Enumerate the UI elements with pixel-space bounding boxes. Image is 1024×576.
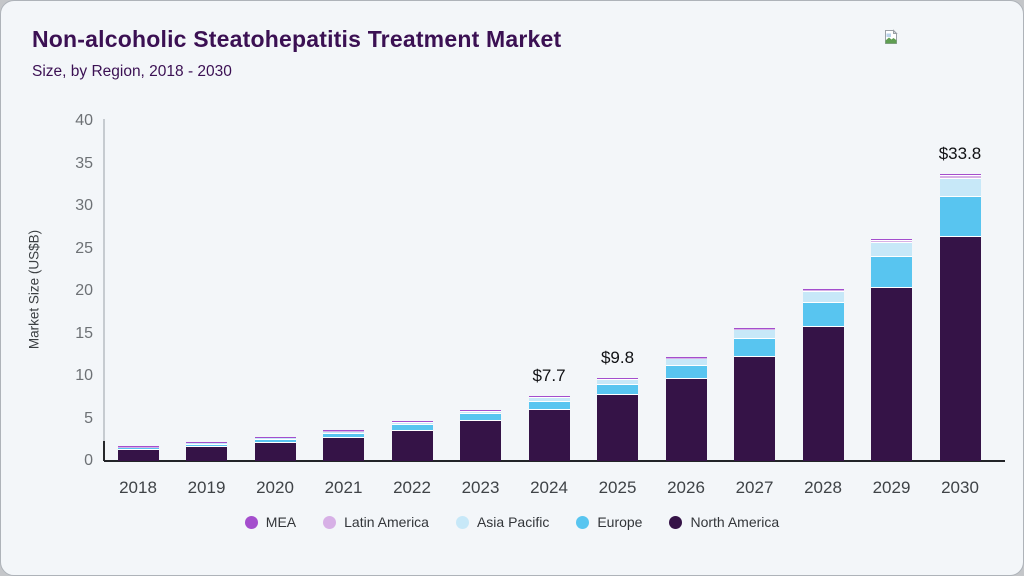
bar-segment-asia-pacific-2018[interactable] bbox=[117, 446, 159, 448]
bar-segment-europe-2030[interactable] bbox=[939, 195, 981, 236]
bar-segment-north-america-2018[interactable] bbox=[117, 449, 159, 461]
y-tick-label: 10 bbox=[75, 367, 93, 384]
x-tick-label-2029: 2029 bbox=[872, 478, 911, 497]
bar-segment-latin-america-2029[interactable] bbox=[871, 240, 912, 243]
y-axis-zero-tick bbox=[103, 441, 105, 461]
bar-segment-asia-pacific-2026[interactable] bbox=[665, 358, 707, 365]
bar-segment-europe-2019[interactable] bbox=[186, 443, 227, 447]
bar-segment-asia-pacific-2020[interactable] bbox=[254, 437, 296, 439]
data-label-2025: $9.8 bbox=[600, 347, 635, 367]
x-tick-label-2023: 2023 bbox=[461, 478, 500, 497]
bar-segment-europe-2020[interactable] bbox=[254, 438, 296, 443]
bar-segment-europe-2025[interactable] bbox=[597, 384, 638, 395]
y-tick-label: 5 bbox=[84, 409, 93, 427]
y-tick-label: 20 bbox=[75, 282, 93, 299]
page-subtitle: Size, by Region, 2018 - 2030 bbox=[32, 63, 232, 80]
x-tick-label-2025: 2025 bbox=[598, 478, 637, 497]
bar-segment-asia-pacific-2022[interactable] bbox=[391, 421, 433, 425]
x-tick-label-2030: 2030 bbox=[941, 478, 979, 497]
legend-item-europe[interactable]: Europe bbox=[576, 514, 642, 530]
bar-segment-north-america-2022[interactable] bbox=[391, 429, 433, 461]
bar-segment-north-america-2029[interactable] bbox=[871, 286, 912, 461]
y-tick-label: 15 bbox=[75, 324, 93, 342]
bar-segment-europe-2026[interactable] bbox=[665, 364, 707, 378]
bar-segment-europe-2022[interactable] bbox=[391, 424, 433, 430]
x-tick-label-2020: 2020 bbox=[256, 478, 294, 497]
bar-segment-north-america-2030[interactable] bbox=[939, 235, 981, 461]
legend-label: North America bbox=[690, 514, 780, 530]
y-axis-line bbox=[103, 119, 105, 461]
bar-segment-asia-pacific-2028[interactable] bbox=[802, 291, 844, 303]
bar-segment-latin-america-2030[interactable] bbox=[939, 174, 981, 178]
legend-label: Latin America bbox=[344, 514, 429, 530]
legend-dot-icon bbox=[576, 515, 590, 529]
y-tick-label: 35 bbox=[75, 154, 93, 172]
bar-segment-asia-pacific-2019[interactable] bbox=[186, 442, 227, 444]
legend-label: Europe bbox=[597, 514, 643, 530]
legend-dot-icon bbox=[244, 515, 258, 529]
bar-segment-europe-2024[interactable] bbox=[528, 400, 570, 410]
legend: MEA Latin America Asia Pacific Europe North … bbox=[1, 514, 1023, 530]
bar-segment-asia-pacific-2023[interactable] bbox=[460, 410, 501, 414]
data-label-2024: $7.7 bbox=[532, 365, 566, 385]
x-tick-label-2027: 2027 bbox=[735, 478, 774, 497]
bar-segment-latin-america-2025[interactable] bbox=[597, 378, 638, 379]
legend-item-north-america[interactable]: North America bbox=[669, 514, 779, 530]
legend-item-asia-pacific[interactable]: Asia Pacific bbox=[455, 514, 550, 530]
legend-dot-icon bbox=[323, 515, 337, 529]
legend-item-latin-america[interactable]: Latin America bbox=[323, 514, 429, 530]
bar-segment-europe-2023[interactable] bbox=[460, 413, 501, 421]
bar-segment-north-america-2024[interactable] bbox=[528, 409, 570, 461]
bar-segment-europe-2027[interactable] bbox=[734, 337, 775, 356]
x-axis-line bbox=[104, 460, 1005, 462]
bar-segment-europe-2021[interactable] bbox=[323, 432, 364, 437]
x-tick-label-2021: 2021 bbox=[324, 478, 363, 497]
y-tick-label: 0 bbox=[84, 452, 93, 469]
y-tick-label: 30 bbox=[75, 197, 93, 214]
legend-label: Asia Pacific bbox=[476, 514, 550, 530]
bar-segment-north-america-2027[interactable] bbox=[734, 355, 775, 461]
bar-segment-north-america-2021[interactable] bbox=[323, 436, 364, 461]
bar-segment-europe-2018[interactable] bbox=[117, 447, 159, 450]
bar-segment-latin-america-2023[interactable] bbox=[460, 410, 501, 411]
bar-segment-latin-america-2022[interactable] bbox=[391, 421, 433, 422]
data-label-2030: $33.8 bbox=[938, 143, 982, 163]
bar-segment-asia-pacific-2024[interactable] bbox=[528, 396, 570, 401]
legend-dot-icon bbox=[455, 515, 469, 529]
bar-segment-north-america-2026[interactable] bbox=[665, 377, 707, 461]
bar-segment-north-america-2023[interactable] bbox=[460, 420, 501, 461]
bar-segment-asia-pacific-2029[interactable] bbox=[871, 242, 912, 257]
y-tick-label: 40 bbox=[75, 112, 93, 129]
x-tick-label-2028: 2028 bbox=[804, 478, 842, 497]
bar-segment-asia-pacific-2025[interactable] bbox=[597, 378, 638, 385]
bar-segment-mea-2030[interactable] bbox=[939, 173, 981, 175]
bar-segment-asia-pacific-2027[interactable] bbox=[734, 329, 775, 338]
bar-segment-latin-america-2026[interactable] bbox=[665, 357, 707, 359]
legend-dot-icon bbox=[669, 515, 683, 529]
bar-segment-asia-pacific-2030[interactable] bbox=[939, 177, 981, 196]
bar-segment-north-america-2020[interactable] bbox=[254, 442, 296, 461]
x-tick-label-2026: 2026 bbox=[667, 478, 705, 497]
legend-item-mea[interactable]: MEA bbox=[244, 514, 297, 530]
legend-label: MEA bbox=[265, 514, 297, 530]
bar-segment-north-america-2028[interactable] bbox=[802, 325, 844, 461]
broken-image-icon bbox=[883, 29, 899, 45]
bar-segment-north-america-2025[interactable] bbox=[597, 394, 638, 461]
x-tick-label-2019: 2019 bbox=[187, 478, 226, 497]
bar-segment-north-america-2019[interactable] bbox=[186, 446, 227, 461]
bar-segment-asia-pacific-2021[interactable] bbox=[323, 430, 364, 433]
y-tick-label: 25 bbox=[75, 239, 93, 257]
bar-segment-mea-2029[interactable] bbox=[871, 239, 912, 240]
bar-segment-latin-america-2028[interactable] bbox=[802, 289, 844, 291]
x-tick-label-2018: 2018 bbox=[119, 478, 157, 497]
x-tick-label-2024: 2024 bbox=[530, 478, 568, 497]
page-title: Non-alcoholic Steatohepatitis Treatment … bbox=[32, 26, 562, 52]
x-tick-label-2022: 2022 bbox=[393, 478, 431, 497]
bar-segment-latin-america-2027[interactable] bbox=[734, 328, 775, 330]
bar-segment-europe-2028[interactable] bbox=[802, 302, 844, 326]
bar-segment-latin-america-2024[interactable] bbox=[528, 395, 570, 397]
bar-segment-europe-2029[interactable] bbox=[871, 256, 912, 287]
